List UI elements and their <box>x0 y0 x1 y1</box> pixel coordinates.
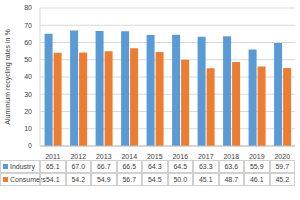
svg-text:20: 20 <box>24 108 32 115</box>
svg-text:Aluminium recycling rates in %: Aluminium recycling rates in % <box>8 29 12 124</box>
svg-text:2011: 2011 <box>45 153 60 160</box>
svg-text:2017: 2017 <box>198 153 214 160</box>
svg-text:2015: 2015 <box>147 153 163 160</box>
svg-text:30: 30 <box>24 91 32 98</box>
html-text:54.5: 54.5 <box>147 176 162 183</box>
html-text:Industry: Industry <box>10 163 35 170</box>
svg-text:60: 60 <box>24 39 32 46</box>
html-text:45.2: 45.2 <box>275 176 290 183</box>
html-text:45.1: 45.1 <box>198 176 213 183</box>
svg-text:2018: 2018 <box>223 153 239 160</box>
html-text:63.6: 63.6 <box>224 163 239 170</box>
html-text:59.7: 59.7 <box>275 163 290 170</box>
html-text:48.7: 48.7 <box>224 176 239 183</box>
html-text:66.7: 66.7 <box>96 163 111 170</box>
svg-text:2014: 2014 <box>121 153 137 160</box>
html-text:64.5: 64.5 <box>173 163 188 170</box>
html-text:55.9: 55.9 <box>249 163 264 170</box>
html-text:66.5: 66.5 <box>122 163 137 170</box>
html-text:54.9: 54.9 <box>96 176 111 183</box>
svg-text:2013: 2013 <box>96 153 112 160</box>
html-text:56.7: 56.7 <box>122 176 137 183</box>
svg-text:10: 10 <box>24 125 32 132</box>
svg-text:70: 70 <box>24 22 32 29</box>
html-text:64.3: 64.3 <box>147 163 162 170</box>
html-text:65.1: 65.1 <box>45 163 60 170</box>
html-text:Consumers 54.1: Consumers 54.1 <box>10 176 60 183</box>
html-text:67.0: 67.0 <box>71 163 86 170</box>
svg-text:2019: 2019 <box>249 153 265 160</box>
svg-text:40: 40 <box>24 73 32 80</box>
html-text:63.3: 63.3 <box>198 163 213 170</box>
svg-text:0: 0 <box>28 142 32 149</box>
html-text:46.1: 46.1 <box>249 176 264 183</box>
svg-text:50: 50 <box>24 56 32 63</box>
svg-text:2012: 2012 <box>70 153 86 160</box>
svg-text:80: 80 <box>24 4 32 11</box>
svg-text:2020: 2020 <box>274 153 290 160</box>
svg-text:2016: 2016 <box>172 153 188 160</box>
html-text:54.2: 54.2 <box>71 176 86 183</box>
html-text:50.0: 50.0 <box>173 176 188 183</box>
